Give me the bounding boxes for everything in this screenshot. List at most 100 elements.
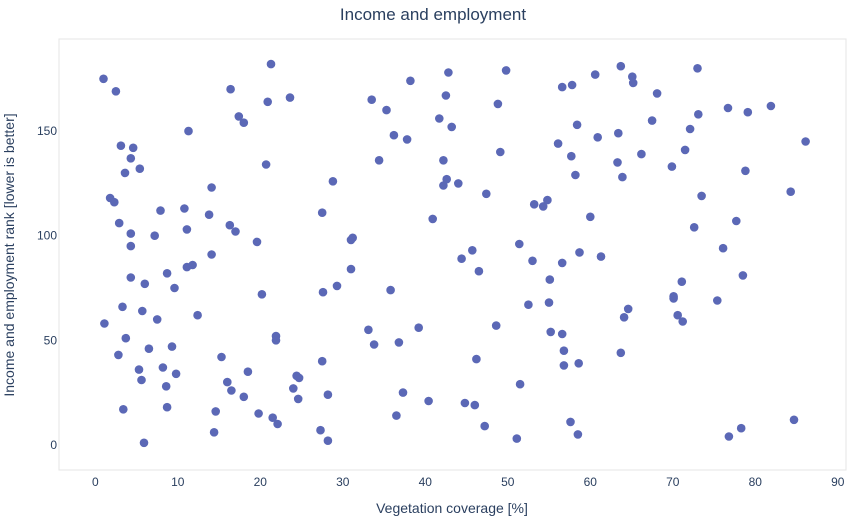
x-tick-label: 10 — [171, 475, 185, 489]
data-point — [158, 363, 168, 372]
data-point — [110, 197, 119, 207]
data-point — [619, 313, 629, 322]
data-point — [263, 97, 273, 107]
data-point — [223, 377, 232, 387]
data-point — [317, 356, 327, 366]
data-point — [120, 168, 130, 178]
data-point — [116, 141, 126, 150]
data-point — [369, 340, 379, 349]
data-point — [266, 59, 276, 69]
data-point — [386, 285, 395, 295]
data-point — [140, 279, 150, 289]
data-point — [268, 413, 278, 423]
data-point — [382, 105, 391, 115]
data-point — [586, 212, 595, 222]
y-tick-label: 0 — [50, 438, 57, 452]
data-point — [669, 294, 678, 303]
data-point — [161, 382, 171, 391]
data-point — [496, 147, 505, 157]
data-point — [167, 342, 177, 351]
data-point — [741, 166, 750, 176]
data-point — [316, 425, 325, 435]
y-tick-label: 150 — [37, 124, 57, 138]
data-point — [138, 306, 147, 316]
data-point — [501, 66, 511, 75]
data-point — [209, 428, 219, 437]
data-point — [491, 321, 501, 330]
data-point — [126, 241, 136, 251]
data-point — [273, 419, 282, 429]
data-point — [447, 122, 457, 132]
data-point — [724, 432, 734, 441]
data-point — [575, 248, 584, 257]
data-point — [441, 91, 451, 100]
data-point — [414, 323, 424, 333]
data-point — [571, 170, 580, 180]
data-point — [137, 375, 146, 385]
data-point — [789, 415, 799, 425]
data-point — [713, 296, 722, 305]
data-point — [128, 143, 138, 153]
data-point — [348, 233, 358, 243]
data-point — [364, 325, 373, 335]
data-point — [257, 290, 267, 299]
data-point — [285, 93, 295, 102]
data-point — [114, 218, 124, 228]
data-point — [680, 145, 690, 155]
data-point — [482, 189, 491, 199]
x-tick-label: 60 — [584, 475, 598, 489]
data-point — [170, 283, 179, 293]
data-point — [557, 82, 567, 92]
data-point — [439, 156, 448, 165]
data-point — [480, 421, 490, 431]
data-point — [134, 365, 144, 374]
data-point — [685, 124, 695, 134]
data-point — [328, 177, 338, 186]
data-point — [180, 204, 189, 213]
data-point — [596, 252, 606, 261]
data-point — [689, 223, 699, 232]
data-point — [457, 254, 466, 263]
data-point — [406, 76, 415, 86]
data-point — [647, 116, 657, 125]
data-point — [207, 183, 216, 192]
data-point — [402, 135, 412, 144]
data-point — [470, 400, 480, 410]
data-point — [677, 277, 687, 287]
data-point — [139, 438, 149, 448]
data-point — [559, 346, 569, 356]
data-point — [693, 64, 702, 73]
data-point — [193, 310, 202, 320]
data-point — [252, 237, 262, 247]
x-tick-label: 30 — [336, 475, 350, 489]
data-point — [346, 264, 356, 274]
data-point — [738, 271, 748, 280]
data-point — [424, 396, 433, 406]
data-point — [207, 250, 216, 259]
data-point — [544, 298, 554, 307]
data-point — [732, 216, 741, 226]
x-tick-label: 80 — [749, 475, 763, 489]
data-point — [126, 229, 136, 238]
data-point — [114, 350, 123, 360]
data-point — [119, 405, 128, 414]
data-point — [736, 423, 746, 433]
data-point — [144, 344, 154, 354]
data-point — [628, 78, 638, 88]
data-point — [182, 225, 192, 234]
x-tick-label: 0 — [92, 475, 99, 489]
data-point — [637, 149, 646, 159]
data-point — [524, 300, 533, 310]
data-point — [317, 208, 327, 217]
data-point — [567, 151, 576, 161]
data-point — [618, 172, 627, 182]
data-point — [723, 103, 733, 113]
data-point — [538, 202, 548, 211]
data-point — [289, 384, 298, 393]
data-point — [100, 319, 109, 328]
data-point — [111, 87, 121, 96]
data-point — [156, 206, 165, 215]
